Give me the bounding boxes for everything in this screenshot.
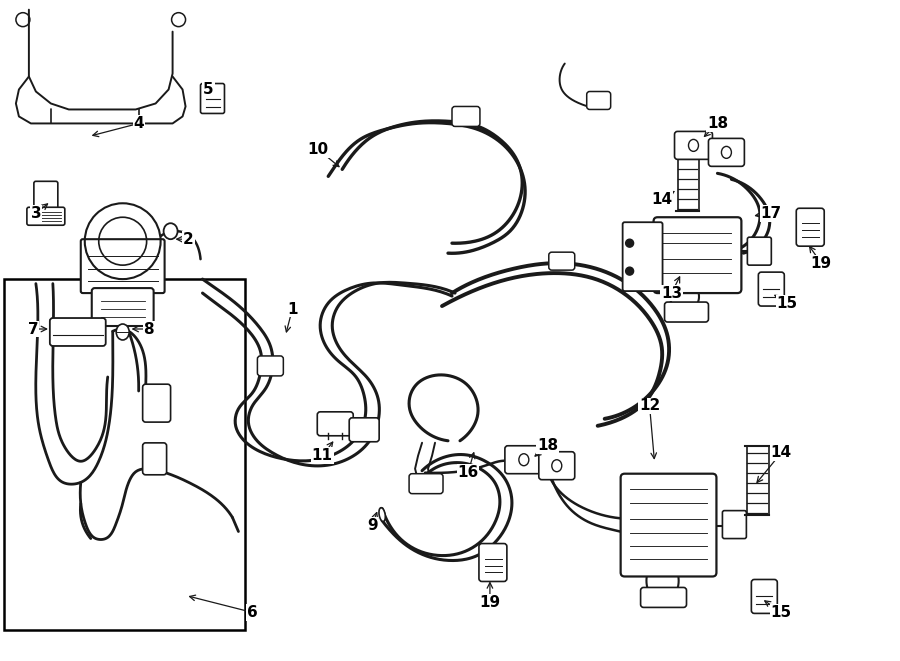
FancyBboxPatch shape [318,412,353,436]
FancyBboxPatch shape [747,237,771,265]
FancyBboxPatch shape [50,318,105,346]
FancyBboxPatch shape [81,239,165,293]
Text: 9: 9 [367,518,377,533]
Text: 13: 13 [661,286,682,301]
FancyBboxPatch shape [505,446,543,474]
FancyBboxPatch shape [653,217,742,293]
Text: 17: 17 [760,206,782,221]
Text: 14: 14 [651,192,672,207]
Ellipse shape [116,324,130,340]
FancyBboxPatch shape [587,91,611,110]
Text: 1: 1 [287,301,298,317]
FancyBboxPatch shape [34,181,58,215]
FancyBboxPatch shape [539,451,575,480]
Circle shape [626,267,634,275]
FancyBboxPatch shape [641,588,687,607]
Circle shape [626,239,634,247]
Text: 7: 7 [28,321,38,336]
FancyBboxPatch shape [549,252,575,270]
FancyBboxPatch shape [723,510,746,539]
Text: 5: 5 [203,82,214,97]
Text: 4: 4 [133,116,144,131]
FancyBboxPatch shape [257,356,284,376]
Text: 19: 19 [480,595,500,610]
FancyBboxPatch shape [759,272,784,306]
FancyBboxPatch shape [621,474,716,576]
Text: 2: 2 [184,232,194,247]
Ellipse shape [552,460,562,472]
Text: 11: 11 [311,448,333,463]
Text: 12: 12 [639,399,661,413]
Bar [4,278,246,630]
FancyBboxPatch shape [479,543,507,582]
Text: 10: 10 [308,142,328,157]
FancyBboxPatch shape [752,580,778,613]
FancyBboxPatch shape [142,443,166,475]
FancyBboxPatch shape [142,384,171,422]
Text: 6: 6 [247,605,257,620]
Text: 16: 16 [457,465,479,480]
FancyBboxPatch shape [349,418,379,442]
FancyBboxPatch shape [201,83,224,114]
FancyBboxPatch shape [664,302,708,322]
Text: 14: 14 [770,446,792,460]
Ellipse shape [379,508,385,522]
FancyBboxPatch shape [410,474,443,494]
FancyBboxPatch shape [92,288,154,326]
Text: 19: 19 [811,256,832,270]
FancyBboxPatch shape [674,132,713,159]
Text: 18: 18 [537,438,558,453]
Ellipse shape [688,139,698,151]
FancyBboxPatch shape [27,208,65,225]
Circle shape [85,204,160,279]
Text: 15: 15 [777,295,798,311]
Text: 3: 3 [31,206,41,221]
FancyBboxPatch shape [796,208,824,246]
FancyBboxPatch shape [452,106,480,126]
Ellipse shape [722,146,732,159]
Ellipse shape [519,453,529,466]
Text: 18: 18 [706,116,728,131]
Text: 8: 8 [143,321,154,336]
Ellipse shape [164,223,177,239]
Text: 15: 15 [770,605,792,620]
FancyBboxPatch shape [708,138,744,167]
FancyBboxPatch shape [623,222,662,291]
